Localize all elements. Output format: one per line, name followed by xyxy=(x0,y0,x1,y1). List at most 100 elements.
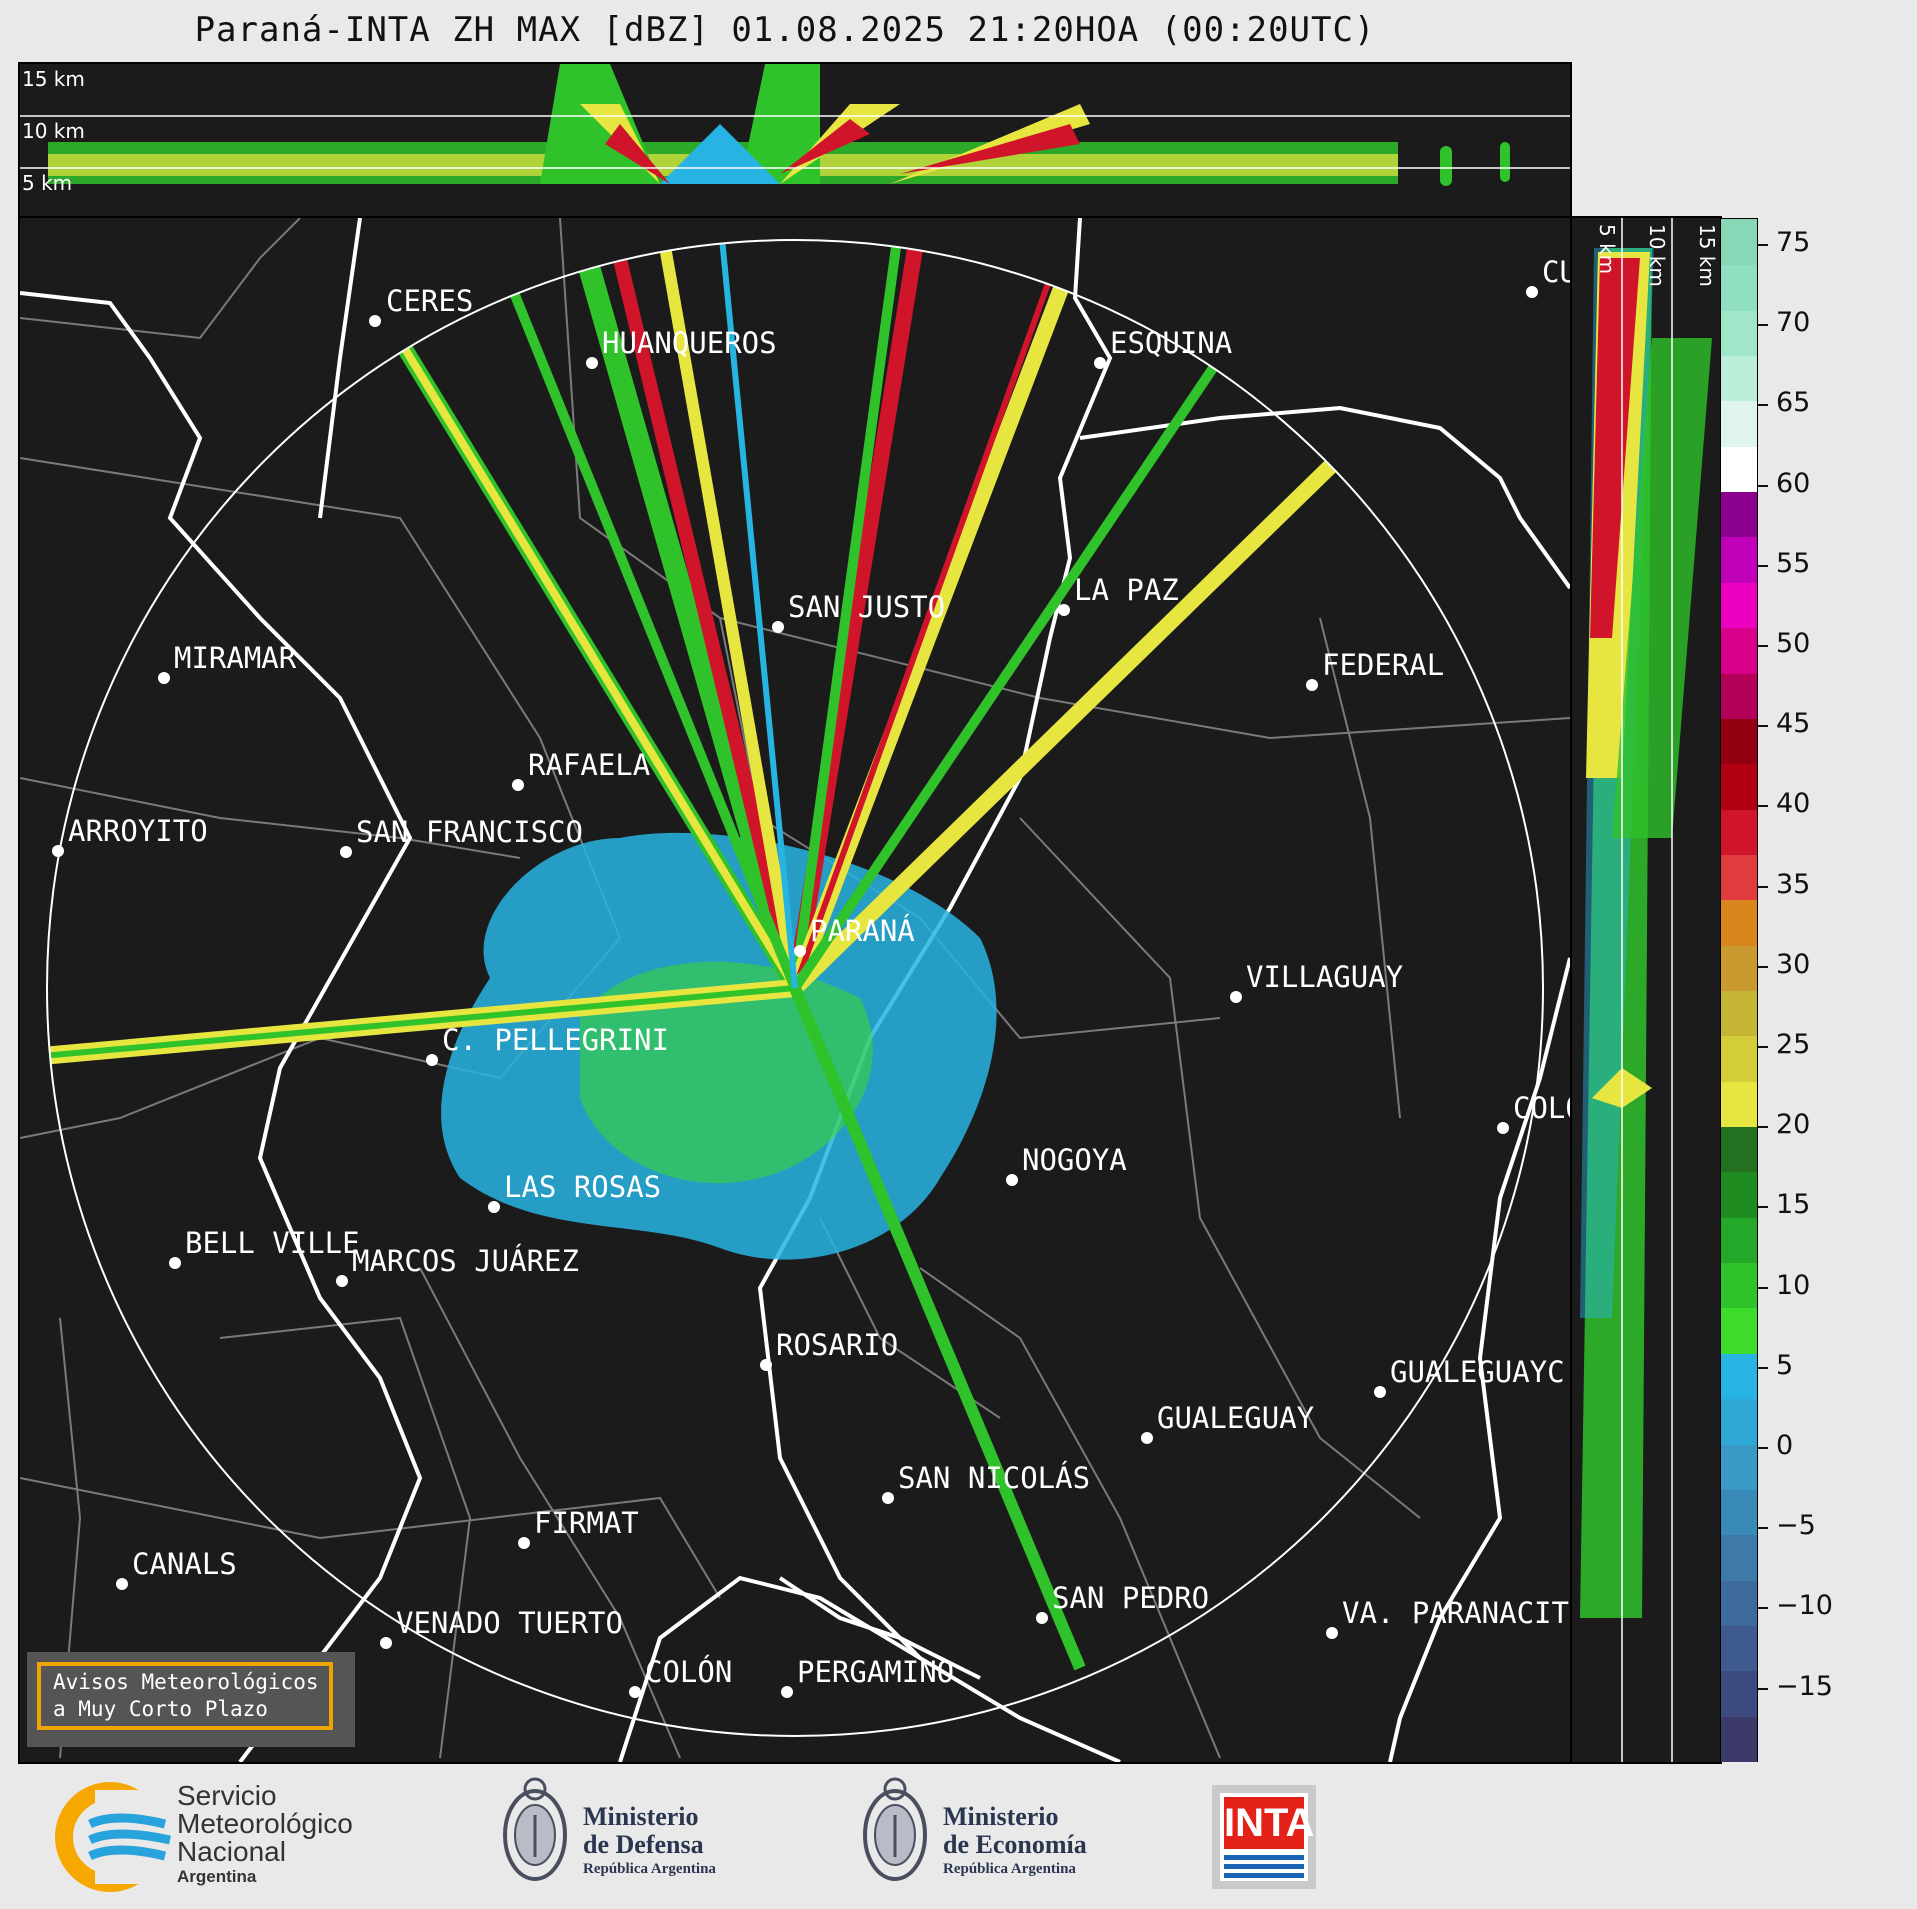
city-label: CERES xyxy=(386,284,473,318)
colorbar-step xyxy=(1721,944,1757,991)
colorbar-tick-label: 25 xyxy=(1776,1029,1811,1060)
height-label-5: 5 km xyxy=(22,171,72,195)
colorbar-step xyxy=(1721,627,1757,674)
colorbar-tick-label: 15 xyxy=(1776,1189,1811,1221)
colorbar-step xyxy=(1721,400,1757,447)
colorbar-step xyxy=(1721,445,1757,493)
city-label: MARCOS JUÁREZ xyxy=(352,1244,579,1278)
colorbar-step xyxy=(1721,853,1757,901)
defensa-logo: Ministerio de Defensa República Argentin… xyxy=(495,1775,755,1900)
colorbar-tick xyxy=(1758,645,1768,647)
city-label: GUALEGUAYC xyxy=(1390,1355,1565,1389)
city-label: VENADO TUERTO xyxy=(396,1606,623,1640)
colorbar-tick xyxy=(1758,725,1768,728)
defensa-line-3: República Argentina xyxy=(583,1861,716,1877)
city-label: SAN NICOLÁS xyxy=(898,1461,1090,1495)
city-label: VA. PARANACIT xyxy=(1342,1596,1569,1630)
economia-line-2: de Economía xyxy=(943,1830,1087,1859)
economia-emblem xyxy=(863,1777,927,1881)
city-label: PERGAMINO xyxy=(797,1655,954,1689)
smn-line-4: Argentina xyxy=(177,1867,257,1886)
colorbar-step xyxy=(1721,717,1757,765)
colorbar-tick xyxy=(1758,1286,1768,1289)
dbz-colorbar xyxy=(1720,218,1758,1762)
colorbar-step xyxy=(1721,1171,1757,1218)
colorbar-step xyxy=(1721,1670,1757,1717)
colorbar-tick-label: 55 xyxy=(1776,547,1811,579)
top-cross-section-panel: 15 km 10 km 5 km xyxy=(18,62,1572,218)
colorbar-tick xyxy=(1758,1447,1768,1449)
inta-wordmark: INTA xyxy=(1224,1797,1314,1849)
colorbar-tick xyxy=(1758,1527,1768,1530)
side-cross-section-plot: 5 km 10 km 15 km xyxy=(1580,218,1719,1762)
city-labels: CERES HUANQUEROS ESQUINA CU MIRAMAR SAN … xyxy=(52,255,1570,1698)
colorbar-step xyxy=(1721,1216,1757,1264)
city-label: HUANQUEROS xyxy=(602,326,777,360)
city-label: GUALEGUAY xyxy=(1157,1401,1314,1435)
city-label: NOGOYA xyxy=(1022,1143,1127,1177)
colorbar-tick-label: 30 xyxy=(1776,948,1811,980)
height-label-15: 15 km xyxy=(22,67,85,91)
defensa-emblem xyxy=(503,1777,567,1881)
radar-map-svg: CERES HUANQUEROS ESQUINA CU MIRAMAR SAN … xyxy=(20,218,1570,1762)
colorbar-tick xyxy=(1758,324,1768,327)
colorbar-tick xyxy=(1758,1366,1768,1369)
city-label: PARANÁ xyxy=(810,914,915,948)
height-label-10: 10 km xyxy=(22,119,85,143)
colorbar-step xyxy=(1721,1715,1757,1762)
city-label: SAN FRANCISCO xyxy=(356,815,583,849)
colorbar-step xyxy=(1721,355,1757,402)
colorbar-step xyxy=(1721,1488,1757,1536)
colorbar-step xyxy=(1721,581,1757,629)
city-label: C. PELLEGRINI xyxy=(442,1023,669,1057)
city-label: COLÓ xyxy=(1513,1091,1570,1125)
colorbar-tick-label: 35 xyxy=(1776,868,1811,900)
smn-line-2: Meteorológico xyxy=(177,1808,353,1839)
economia-line-3: República Argentina xyxy=(943,1861,1076,1877)
city-label: SAN JUSTO xyxy=(788,590,945,624)
notice-box: Avisos Meteorológicos a Muy Corto Plazo xyxy=(27,1652,355,1747)
city-label: LAS ROSAS xyxy=(504,1170,661,1204)
chart-title: Paraná-INTA ZH MAX [dBZ] 01.08.2025 21:2… xyxy=(194,10,1376,50)
colorbar-tick-label: 50 xyxy=(1776,628,1811,659)
city-label: CANALS xyxy=(132,1547,237,1581)
city-label: FEDERAL xyxy=(1322,648,1444,682)
colorbar-step xyxy=(1721,1035,1757,1082)
colorbar-tick-label: 20 xyxy=(1776,1109,1811,1141)
colorbar-tick xyxy=(1758,1687,1768,1690)
colorbar-step xyxy=(1721,491,1757,538)
city-label: LA PAZ xyxy=(1074,573,1179,607)
colorbar-tick-label: 60 xyxy=(1776,467,1811,499)
colorbar-step xyxy=(1721,1126,1757,1173)
colorbar-step xyxy=(1721,763,1757,810)
colorbar-tick xyxy=(1758,484,1768,487)
colorbar-step xyxy=(1721,990,1757,1037)
smn-emblem xyxy=(55,1782,175,1892)
radar-echoes xyxy=(47,240,1386,1671)
smn-line-1: Servicio xyxy=(177,1780,277,1811)
colorbar-tick-label: 75 xyxy=(1776,227,1811,258)
colorbar-step xyxy=(1721,1262,1757,1309)
colorbar-step xyxy=(1721,672,1757,719)
side-echo-band xyxy=(1580,248,1712,1618)
notice-line-1: Avisos Meteorológicos xyxy=(53,1670,319,1694)
smn-logo: Servicio Meteorológico Nacional Argentin… xyxy=(55,1782,395,1892)
radar-map[interactable]: CERES HUANQUEROS ESQUINA CU MIRAMAR SAN … xyxy=(18,216,1572,1764)
city-label: VILLAGUAY xyxy=(1246,960,1403,994)
side-height-label-5: 5 km xyxy=(1595,224,1619,274)
city-label: ARROYITO xyxy=(68,814,208,848)
colorbar-tick-label: 5 xyxy=(1776,1349,1794,1381)
colorbar-tick-label: 40 xyxy=(1776,788,1811,820)
department-borders xyxy=(20,218,1570,1759)
colorbar-tick xyxy=(1758,965,1768,968)
range-ring xyxy=(46,239,1544,1737)
colorbar-step xyxy=(1721,808,1757,855)
side-height-label-10: 10 km xyxy=(1645,224,1669,287)
colorbar-tick xyxy=(1758,1206,1768,1209)
defensa-line-2: de Defensa xyxy=(583,1830,704,1859)
economia-logo: Ministerio de Economía República Argenti… xyxy=(855,1775,1125,1900)
colorbar-tick-label: 65 xyxy=(1776,387,1811,419)
city-label: CU xyxy=(1542,255,1570,289)
colorbar-step xyxy=(1721,1398,1757,1445)
colorbar-tick-label: 10 xyxy=(1776,1269,1811,1301)
